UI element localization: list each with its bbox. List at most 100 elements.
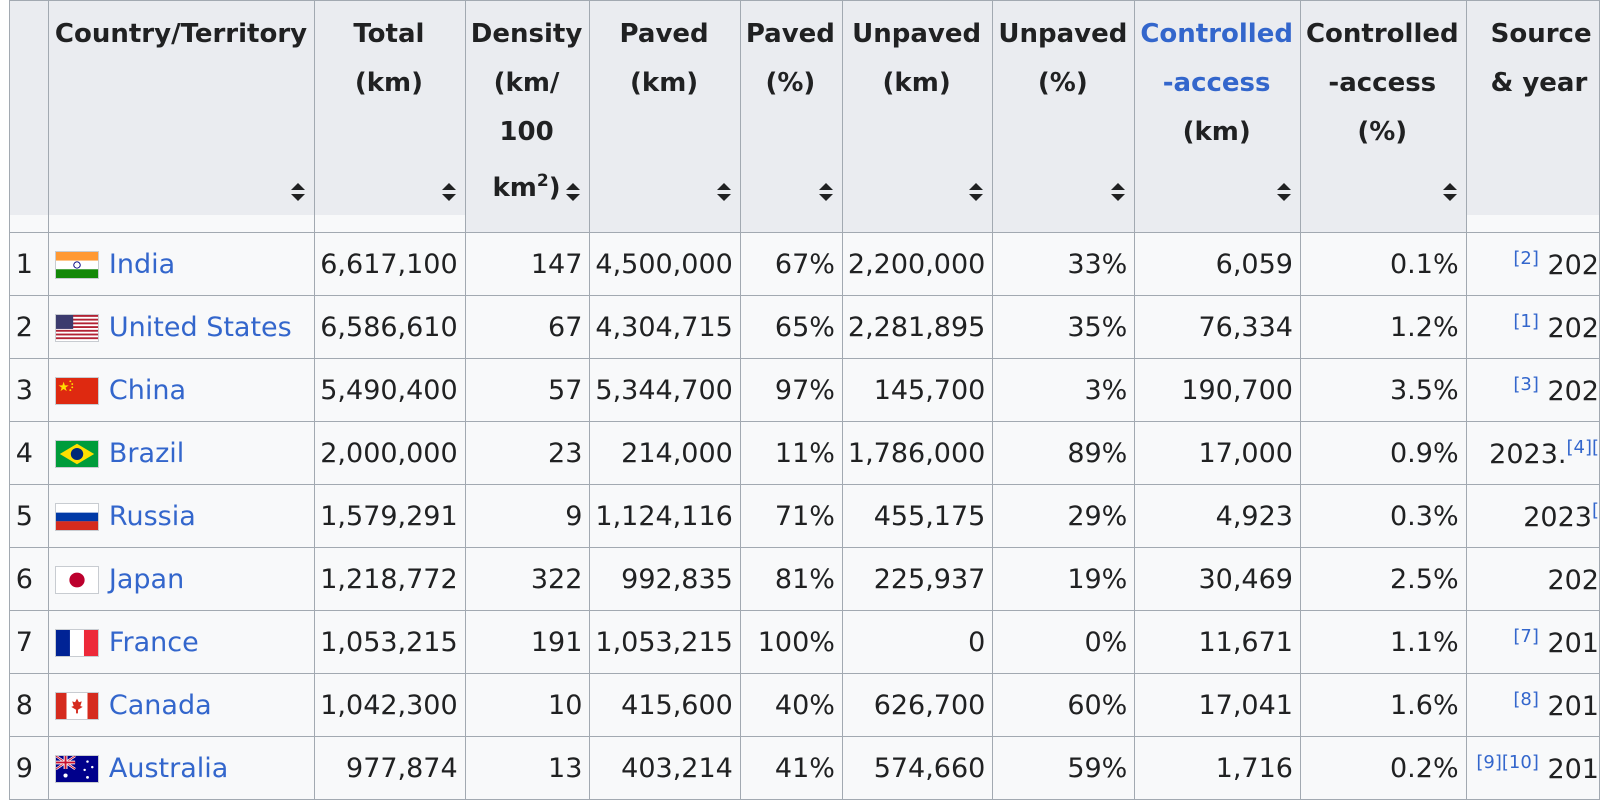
source-year-cell: 202	[1465, 547, 1600, 611]
header-label: & year	[1490, 68, 1588, 98]
total-column-header[interactable]: Total (km)	[314, 0, 466, 233]
table-row: 5 Russia 1,579,291 9 1,124,116 71% 455,175 29% 4…	[9, 484, 1600, 548]
country-link[interactable]: United States	[108, 312, 292, 343]
sort-icon[interactable]	[818, 182, 834, 202]
controlled-access-pct-cell: 2.5%	[1299, 547, 1467, 611]
header-label: (km)	[882, 68, 951, 98]
rank-column-header[interactable]	[9, 0, 49, 233]
table-row: 3 China 5,490,400 57 5,344,700 97% 145,700 3% 19…	[9, 358, 1600, 422]
country-cell: Japan	[47, 547, 316, 611]
header-label: (km)	[1182, 117, 1251, 147]
controlled-access-km-cell: 17,000	[1134, 421, 1301, 485]
sort-icon[interactable]	[716, 182, 732, 202]
paved-km-cell: 415,600	[589, 673, 741, 737]
country-link[interactable]: Brazil	[108, 438, 185, 469]
sort-icon[interactable]	[290, 182, 306, 202]
paved-km-cell: 4,500,000	[589, 232, 741, 296]
density-column-header[interactable]: Density (km/ 100 km2)	[464, 0, 591, 233]
density-cell: 10	[464, 673, 591, 737]
header-label: Controlled	[1305, 19, 1459, 49]
flag-australia-icon	[54, 754, 99, 783]
year-text: 201	[1547, 627, 1599, 659]
reference-link[interactable]: [3]	[1513, 373, 1539, 395]
unpaved-km-cell: 2,281,895	[841, 295, 994, 359]
reference-link[interactable]: [7]	[1513, 625, 1539, 647]
country-cell: Canada	[47, 673, 316, 737]
flag-india-icon	[54, 250, 99, 279]
sort-icon[interactable]	[1276, 182, 1292, 202]
unpaved-pct-cell: 33%	[992, 232, 1136, 296]
roads-table: Country/Territory Total (km) Density (km…	[9, 0, 1600, 800]
source-year-cell: [7] 201	[1465, 610, 1600, 674]
reference-link[interactable]: [9][10]	[1476, 751, 1539, 773]
sort-icon[interactable]	[565, 182, 581, 202]
source-year-cell: [8] 201	[1465, 673, 1600, 737]
source-year-cell: 2023[	[1465, 484, 1600, 548]
country-cell: Australia	[47, 736, 316, 800]
controlled-access-km-column-header[interactable]: Controlled -access (km)	[1134, 0, 1301, 233]
rank-cell: 5	[9, 484, 49, 548]
reference-link[interactable]: [4][	[1566, 436, 1599, 458]
unpaved-km-cell: 0	[841, 610, 994, 674]
header-label: Paved	[745, 19, 835, 49]
density-cell: 67	[464, 295, 591, 359]
controlled-access-link[interactable]: Controlled	[1140, 19, 1293, 49]
country-link[interactable]: Japan	[108, 564, 185, 595]
source-year-cell: 2023.[4][	[1465, 421, 1600, 485]
header-row: Country/Territory Total (km) Density (km…	[9, 0, 1600, 233]
unpaved-km-cell: 574,660	[841, 736, 994, 800]
paved-km-cell: 992,835	[589, 547, 741, 611]
country-column-header[interactable]: Country/Territory	[47, 0, 316, 233]
rank-cell: 2	[9, 295, 49, 359]
controlled-access-pct-cell: 0.9%	[1299, 421, 1467, 485]
rank-cell: 4	[9, 421, 49, 485]
country-link[interactable]: Canada	[108, 690, 212, 721]
reference-link[interactable]: [1]	[1513, 310, 1539, 332]
density-cell: 147	[464, 232, 591, 296]
country-link[interactable]: France	[108, 627, 199, 658]
reference-link[interactable]: [	[1591, 499, 1599, 521]
sort-icon[interactable]	[1442, 182, 1458, 202]
controlled-access-km-cell: 11,671	[1134, 610, 1301, 674]
controlled-access-km-cell: 190,700	[1134, 358, 1301, 422]
total-cell: 1,218,772	[314, 547, 466, 611]
unpaved-pct-column-header[interactable]: Unpaved (%)	[992, 0, 1136, 233]
source-year-cell: [1] 202	[1465, 295, 1600, 359]
flag-france-icon	[54, 628, 99, 657]
year-text: 2023.	[1489, 438, 1567, 470]
controlled-access-km-cell: 4,923	[1134, 484, 1301, 548]
header-label: Total	[353, 19, 425, 49]
paved-km-column-header[interactable]: Paved (km)	[589, 0, 741, 233]
flag-japan-icon	[54, 565, 99, 594]
year-text: 202	[1547, 564, 1599, 596]
country-link[interactable]: Australia	[108, 753, 229, 784]
source-year-column-header[interactable]: Source & year	[1465, 0, 1600, 233]
total-cell: 1,579,291	[314, 484, 466, 548]
total-cell: 1,042,300	[314, 673, 466, 737]
paved-pct-cell: 97%	[739, 358, 843, 422]
header-label: (%)	[765, 68, 816, 98]
controlled-access-pct-column-header[interactable]: Controlled -access (%)	[1299, 0, 1467, 233]
country-link[interactable]: China	[108, 375, 187, 406]
sort-icon[interactable]	[441, 182, 457, 202]
unpaved-km-cell: 225,937	[841, 547, 994, 611]
country-cell: United States	[47, 295, 316, 359]
rank-cell: 3	[9, 358, 49, 422]
paved-pct-column-header[interactable]: Paved (%)	[739, 0, 843, 233]
reference-link[interactable]: [2]	[1513, 247, 1539, 269]
flag-united-states-icon	[54, 313, 99, 342]
sort-icon[interactable]	[968, 182, 984, 202]
sort-icon[interactable]	[1110, 182, 1126, 202]
controlled-access-link[interactable]: -access	[1162, 68, 1271, 98]
paved-pct-cell: 40%	[739, 673, 843, 737]
year-text: 202	[1547, 249, 1599, 281]
paved-pct-cell: 71%	[739, 484, 843, 548]
unpaved-km-cell: 145,700	[841, 358, 994, 422]
reference-link[interactable]: [8]	[1513, 688, 1539, 710]
country-link[interactable]: India	[108, 249, 176, 280]
flag-russia-icon	[54, 502, 99, 531]
controlled-access-km-cell: 1,716	[1134, 736, 1301, 800]
country-link[interactable]: Russia	[108, 501, 196, 532]
total-cell: 1,053,215	[314, 610, 466, 674]
unpaved-km-column-header[interactable]: Unpaved (km)	[841, 0, 994, 233]
